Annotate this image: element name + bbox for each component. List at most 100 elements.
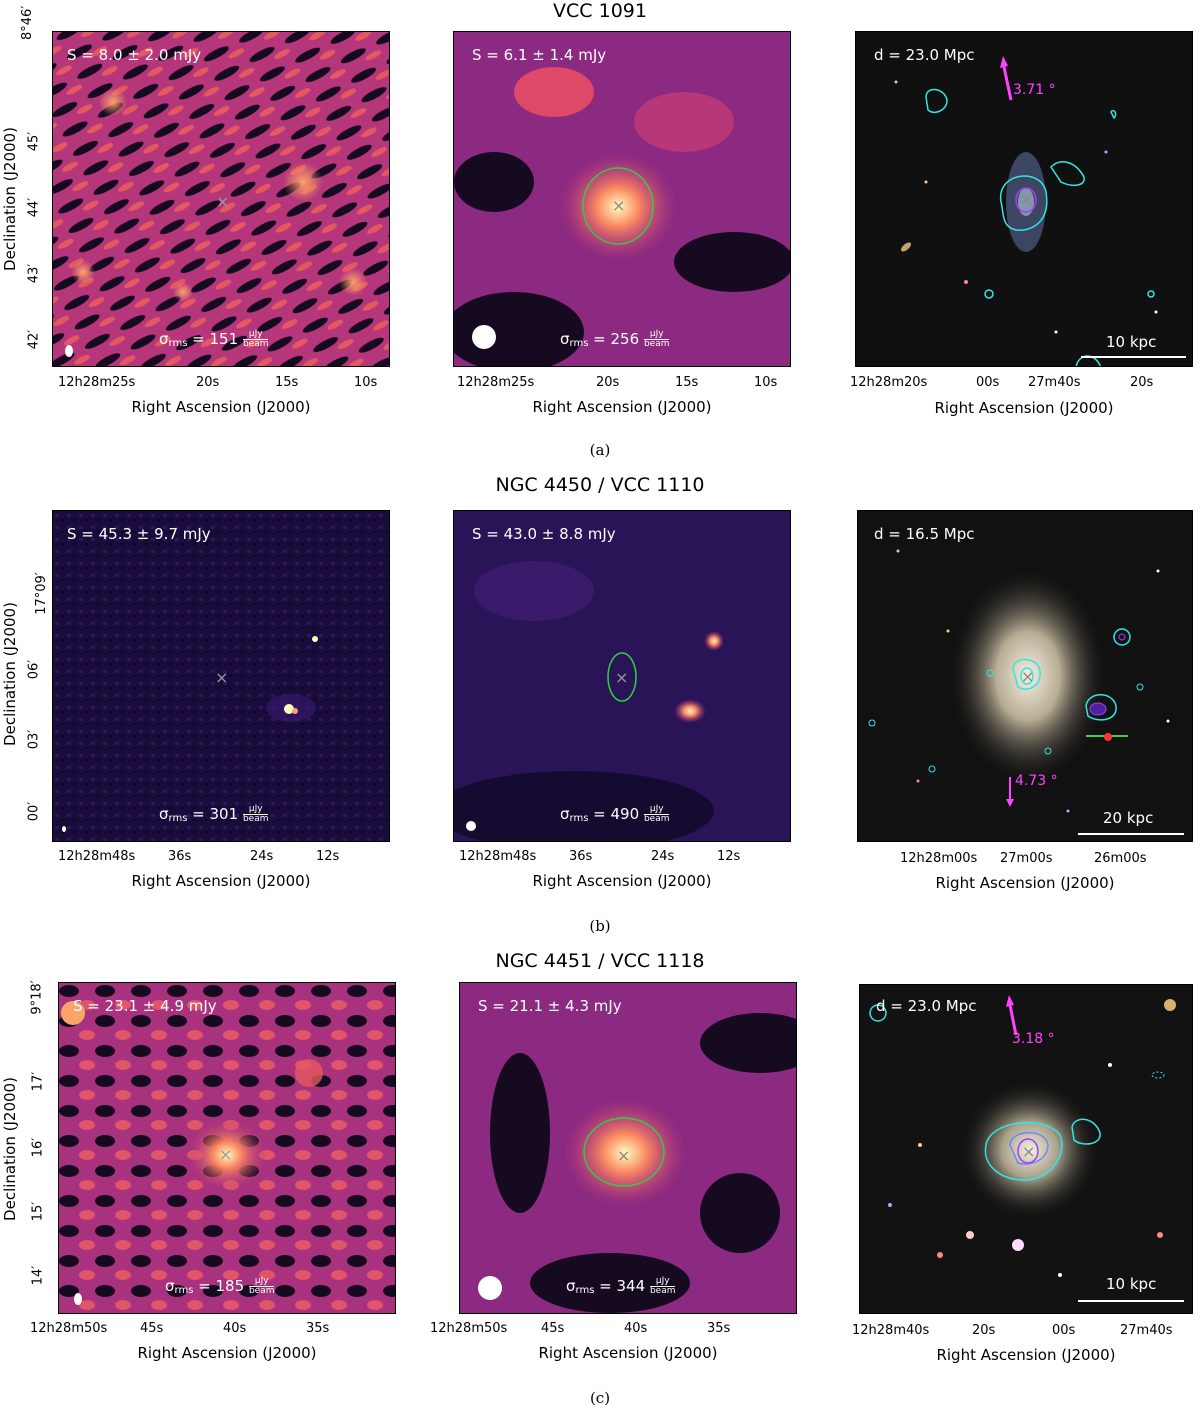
- ra-tick: 40s: [624, 1321, 648, 1336]
- rms-label: σrms = 490 μJy beam: [560, 804, 670, 824]
- x-axis-label: Right Ascension (J2000): [532, 872, 712, 890]
- optical-image-a: ×: [856, 32, 1192, 366]
- ra-tick: 10s: [754, 375, 778, 390]
- x-axis-label: Right Ascension (J2000): [934, 399, 1114, 417]
- ra-tick: 12h28m25s: [457, 375, 535, 390]
- optical-image-c: ×: [860, 985, 1192, 1313]
- caption-a: (a): [589, 441, 611, 459]
- ra-tick: 12s: [717, 849, 741, 864]
- x-axis-label: Right Ascension (J2000): [131, 872, 311, 890]
- ra-tick: 20s: [972, 1323, 996, 1338]
- panel-a-right: × d = 23.0 Mpc 3.71 ° 10 kpc: [855, 31, 1193, 367]
- dec-tick: 16′: [30, 1137, 46, 1158]
- ra-tick: 35s: [306, 1321, 330, 1336]
- caption-c: (c): [589, 1389, 611, 1407]
- rms-label: σrms = 344 μJy beam: [566, 1276, 676, 1296]
- dec-tick: 17′: [30, 1071, 46, 1092]
- dec-tick: 06′: [26, 659, 42, 680]
- caption-b: (b): [589, 917, 611, 935]
- flux-label: S = 23.1 ± 4.9 mJy: [73, 997, 217, 1015]
- rms-label: σrms = 151 μJy beam: [159, 329, 269, 349]
- svg-text:×: ×: [615, 668, 628, 687]
- svg-text:×: ×: [1022, 1142, 1035, 1161]
- dec-tick: 15′: [30, 1201, 46, 1222]
- ra-tick: 00s: [1052, 1323, 1076, 1338]
- optical-image-b: ×: [858, 511, 1192, 841]
- dec-tick: 45′: [26, 131, 42, 152]
- ra-tick: 40s: [223, 1321, 247, 1336]
- inclination-label: 3.18 °: [1012, 1031, 1055, 1047]
- x-axis-label: Right Ascension (J2000): [538, 1344, 718, 1362]
- ra-tick: 20s: [596, 375, 620, 390]
- ra-tick: 24s: [250, 849, 274, 864]
- rms-label: σrms = 185 μJy beam: [165, 1276, 275, 1296]
- ra-tick: 12h28m25s: [58, 375, 136, 390]
- dec-tick: 44′: [26, 197, 42, 218]
- ra-tick: 26m00s: [1094, 851, 1147, 866]
- svg-text:×: ×: [219, 1145, 232, 1164]
- distance-label: d = 23.0 Mpc: [876, 997, 977, 1015]
- inclination-label: 3.71 °: [1013, 82, 1056, 98]
- panel-c-left: × S = 23.1 ± 4.9 mJy σrms = 185 μJy beam: [58, 982, 396, 1314]
- flux-label: S = 8.0 ± 2.0 mJy: [67, 46, 202, 64]
- radio-map-a-left: ×: [53, 32, 389, 366]
- panel-b-middle: × S = 43.0 ± 8.8 mJy σrms = 490 μJy beam: [453, 510, 791, 842]
- radio-map-a-middle: ×: [454, 32, 790, 366]
- row-a-title: VCC 1091: [553, 0, 647, 22]
- ra-tick: 36s: [569, 849, 593, 864]
- flux-label: S = 21.1 ± 4.3 mJy: [478, 997, 622, 1015]
- panel-c-right: × d = 23.0 Mpc 3.18 ° 10 kpc: [859, 984, 1193, 1314]
- dec-tick: 17°09′: [33, 572, 49, 615]
- panel-b-left: × S = 45.3 ± 9.7 mJy σrms = 301 μJy beam: [52, 510, 390, 842]
- rms-label: σrms = 301 μJy beam: [159, 804, 269, 824]
- svg-text:×: ×: [1021, 667, 1034, 686]
- ra-tick: 27m40s: [1028, 375, 1081, 390]
- ra-tick: 27m00s: [1000, 851, 1053, 866]
- ra-tick: 20s: [196, 375, 220, 390]
- inclination-label: 4.73 °: [1015, 773, 1058, 789]
- scale-bar-label: 20 kpc: [1103, 809, 1154, 827]
- ra-tick: 35s: [707, 1321, 731, 1336]
- ra-tick: 45s: [140, 1321, 164, 1336]
- svg-text:×: ×: [215, 668, 228, 687]
- ra-tick: 36s: [168, 849, 192, 864]
- ra-tick: 10s: [354, 375, 378, 390]
- ra-tick: 12h28m20s: [850, 375, 928, 390]
- y-axis-label: Declination (J2000): [1, 127, 19, 271]
- y-axis-label: Declination (J2000): [1, 602, 19, 746]
- svg-text:×: ×: [1020, 190, 1033, 209]
- radio-map-b-left: ×: [53, 511, 389, 841]
- ra-tick: 12h28m40s: [852, 1323, 930, 1338]
- ra-tick: 12h28m48s: [58, 849, 136, 864]
- row-c-title: NGC 4451 / VCC 1118: [495, 950, 705, 972]
- ra-tick: 12h28m00s: [900, 851, 978, 866]
- ra-tick: 20s: [1130, 375, 1154, 390]
- dec-tick: 9°18′: [29, 980, 45, 1015]
- ra-tick: 00s: [976, 375, 1000, 390]
- panel-a-middle: × S = 6.1 ± 1.4 mJy σrms = 256 μJy beam: [453, 31, 791, 367]
- svg-text:×: ×: [617, 1146, 630, 1165]
- flux-label: S = 45.3 ± 9.7 mJy: [67, 525, 211, 543]
- dec-tick: 00′: [26, 801, 42, 822]
- distance-label: d = 23.0 Mpc: [874, 46, 975, 64]
- ra-tick: 12h28m50s: [30, 1321, 108, 1336]
- ra-tick: 12s: [316, 849, 340, 864]
- distance-label: d = 16.5 Mpc: [874, 525, 975, 543]
- rms-label: σrms = 256 μJy beam: [560, 329, 670, 349]
- ra-tick: 12h28m48s: [459, 849, 537, 864]
- radio-map-c-left: ×: [59, 983, 395, 1313]
- y-axis-label: Declination (J2000): [1, 1077, 19, 1221]
- dec-tick: 43′: [26, 263, 42, 284]
- ra-tick: 27m40s: [1120, 1323, 1173, 1338]
- dec-tick: 42′: [26, 329, 42, 350]
- radio-map-c-middle: ×: [460, 983, 796, 1313]
- dec-tick: 03′: [26, 729, 42, 750]
- flux-label: S = 6.1 ± 1.4 mJy: [472, 46, 607, 64]
- panel-c-middle: × S = 21.1 ± 4.3 mJy σrms = 344 μJy beam: [459, 982, 797, 1314]
- svg-text:×: ×: [612, 196, 625, 215]
- x-axis-label: Right Ascension (J2000): [131, 398, 311, 416]
- ra-tick: 12h28m50s: [430, 1321, 508, 1336]
- ra-tick: 15s: [675, 375, 699, 390]
- flux-label: S = 43.0 ± 8.8 mJy: [472, 525, 616, 543]
- x-axis-label: Right Ascension (J2000): [137, 1344, 317, 1362]
